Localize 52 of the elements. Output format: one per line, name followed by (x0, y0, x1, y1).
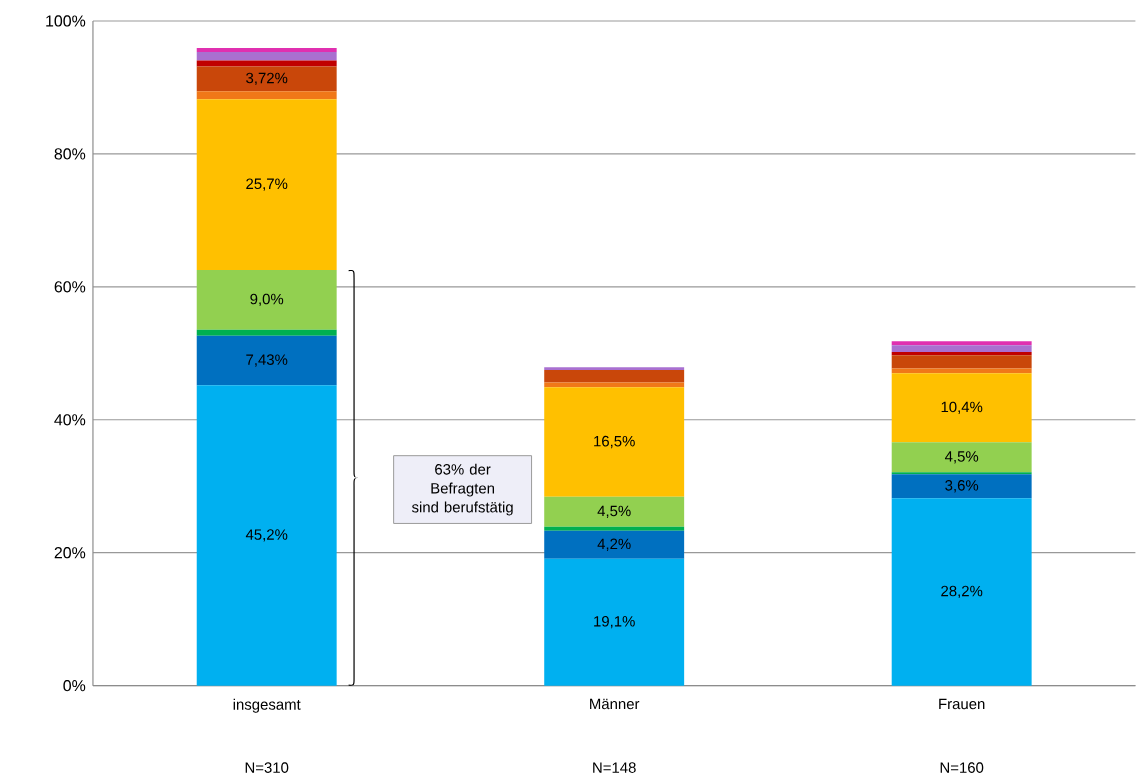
data-label: 10,4% (941, 401, 983, 415)
bar (544, 530, 685, 559)
bar (196, 335, 337, 386)
bar (196, 91, 337, 100)
y-tick-label: 40% (54, 414, 86, 426)
bar (891, 352, 1032, 356)
data-label: 4,2% (597, 538, 631, 551)
y-tick-label: 0% (63, 680, 86, 692)
x-tick-label: Frauen (939, 698, 985, 710)
bar (196, 385, 337, 686)
y-tick-label: 60% (54, 281, 86, 293)
data-label: 4,5% (597, 505, 631, 519)
data-label: 25,7% (246, 178, 288, 191)
data-label: 4,5% (944, 451, 979, 464)
bar (891, 442, 1032, 473)
y-tick-label: 100% (46, 15, 86, 27)
bar (544, 367, 685, 370)
data-label: 9,0% (250, 293, 284, 307)
bar (544, 526, 685, 531)
bar (196, 66, 337, 92)
data-label: 3,72% (246, 72, 288, 86)
data-label: 16,5% (594, 435, 635, 449)
bar (544, 387, 685, 497)
data-label: 7,43% (246, 354, 288, 367)
bar (544, 558, 685, 686)
bar (196, 99, 337, 271)
bar (196, 270, 337, 330)
data-label: 3,6% (945, 480, 979, 493)
bar (891, 498, 1032, 686)
text: N=148 (593, 762, 636, 773)
bar (544, 496, 685, 527)
bar (544, 369, 685, 383)
x-tick-label: insgesamt (233, 698, 301, 713)
y-tick-label: 80% (54, 148, 86, 160)
bar (891, 355, 1032, 369)
bar (891, 345, 1032, 353)
data-label: 45,2% (245, 529, 288, 542)
bar (196, 51, 337, 61)
annotation: 63% der Befragten sind berufstätig (411, 463, 513, 516)
data-label: 28,2% (941, 585, 983, 599)
bar (891, 373, 1032, 443)
bar (891, 341, 1032, 346)
bar (196, 47, 337, 52)
data-label: 19,1% (594, 616, 635, 629)
bar (891, 474, 1032, 499)
text: N=160 (940, 762, 984, 773)
bar (196, 329, 337, 336)
y-tick-label: 20% (54, 547, 86, 559)
bar (196, 60, 337, 67)
bar (891, 472, 1032, 475)
text: N=310 (245, 762, 289, 773)
x-tick-label: Männer (590, 698, 640, 710)
